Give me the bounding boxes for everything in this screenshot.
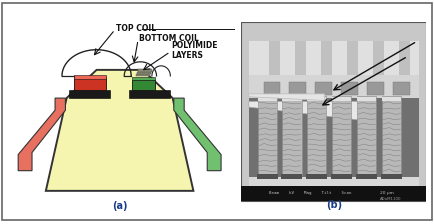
Bar — [380, 174, 401, 179]
Bar — [73, 77, 105, 90]
Bar — [132, 80, 155, 90]
Bar — [248, 177, 418, 186]
Bar — [248, 41, 418, 186]
Bar — [256, 174, 278, 179]
Bar — [248, 41, 418, 75]
Bar — [137, 72, 151, 74]
Bar — [366, 82, 383, 95]
Bar — [381, 96, 401, 175]
Text: TOP COIL: TOP COIL — [116, 24, 156, 33]
Polygon shape — [248, 94, 324, 101]
Text: 20 μm: 20 μm — [379, 191, 393, 195]
Polygon shape — [46, 70, 193, 191]
Bar — [138, 69, 151, 71]
Bar — [306, 96, 326, 175]
Bar — [280, 174, 302, 179]
Bar — [355, 174, 376, 179]
Bar — [331, 97, 351, 101]
Bar — [372, 41, 383, 75]
Bar — [392, 82, 409, 95]
Bar — [341, 82, 357, 95]
Bar — [257, 97, 277, 101]
Text: (a): (a) — [112, 201, 127, 211]
Text: (b): (b) — [325, 200, 341, 210]
Bar — [269, 41, 279, 75]
Bar — [330, 174, 352, 179]
Text: BOTTOM COIL: BOTTOM COIL — [139, 34, 199, 43]
Polygon shape — [174, 98, 220, 171]
Text: Beam    kV    Mag    Tilt    Scan: Beam kV Mag Tilt Scan — [269, 191, 351, 195]
Bar — [331, 96, 351, 175]
Bar — [248, 98, 418, 186]
Bar — [257, 96, 277, 175]
Bar — [294, 41, 306, 75]
Bar — [132, 77, 155, 80]
Bar — [135, 74, 149, 76]
Bar — [73, 75, 105, 79]
Bar — [289, 82, 306, 95]
Bar — [282, 96, 301, 175]
Bar — [248, 75, 418, 98]
Bar — [356, 97, 375, 101]
Bar — [282, 97, 301, 101]
Bar — [263, 82, 279, 95]
Bar — [306, 97, 326, 101]
Bar — [381, 97, 401, 101]
Bar — [69, 90, 110, 98]
Bar — [306, 174, 327, 179]
Bar — [128, 90, 170, 98]
Polygon shape — [248, 101, 361, 120]
Text: POLYIMIDE
LAYERS: POLYIMIDE LAYERS — [171, 41, 217, 60]
Bar — [241, 186, 425, 201]
Bar — [398, 41, 409, 75]
Bar — [320, 41, 331, 75]
Text: ADuM1100: ADuM1100 — [379, 197, 401, 201]
Bar — [346, 41, 357, 75]
Bar — [315, 82, 331, 95]
Bar — [356, 96, 375, 175]
Polygon shape — [18, 98, 65, 171]
